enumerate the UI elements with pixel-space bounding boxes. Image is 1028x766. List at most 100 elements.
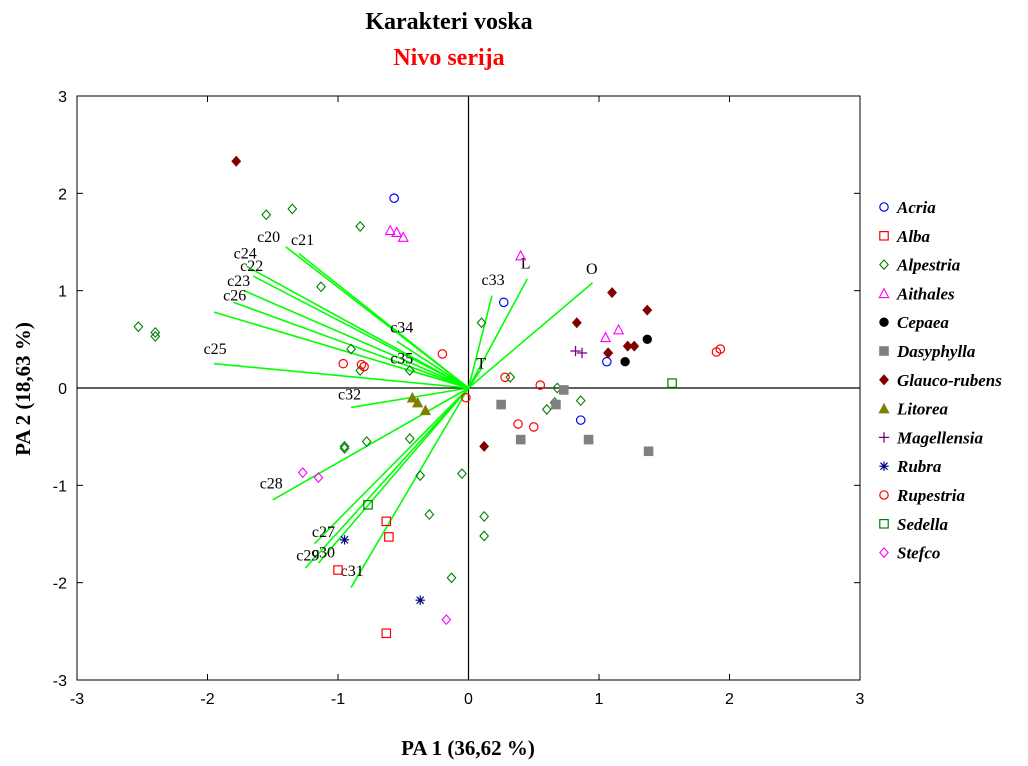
vector-label-c26: c26 — [223, 287, 246, 304]
data-points — [133, 155, 726, 639]
legend-label-cepaea: Cepaea — [897, 313, 949, 332]
vector-label-c24: c24 — [234, 246, 257, 263]
point-glauco-rubens — [571, 317, 582, 329]
vector-label-c33: c33 — [482, 272, 505, 289]
x-tick-label: -3 — [70, 691, 84, 708]
legend-label-acria: Acria — [896, 198, 936, 217]
y-tick-label: -3 — [53, 673, 67, 690]
loading-vectors — [213, 246, 593, 588]
legend-marker-glauco-rubens — [879, 374, 889, 386]
point-litorea — [406, 391, 418, 403]
legend-label-stefco: Stefco — [897, 544, 940, 563]
point-alpestria — [424, 509, 435, 521]
vector-label-c22: c22 — [240, 258, 263, 275]
point-alpestria — [404, 433, 415, 445]
legend-marker-sedella — [879, 518, 889, 529]
point-alpestria — [316, 281, 326, 293]
legend-marker-alba — [879, 231, 889, 241]
point-alpestria — [261, 209, 272, 221]
vector-label-c28: c28 — [260, 475, 283, 492]
legend: Acria Alba Alpestria Aithales Cepaea Dasyphyl… — [878, 198, 1002, 563]
vector-label-c34: c34 — [390, 320, 413, 337]
point-rupestria — [356, 359, 367, 370]
point-dasyphylla — [643, 446, 654, 457]
point-aithales — [515, 249, 527, 261]
point-alpestria — [479, 530, 490, 542]
legend-marker-litorea — [878, 402, 890, 414]
point-alpestria — [150, 326, 161, 339]
vector-c25 — [213, 362, 469, 389]
point-stefco — [313, 472, 324, 484]
point-alpestria — [361, 436, 372, 448]
x-tick-label: 0 — [464, 691, 473, 708]
legend-label-litorea: Litorea — [896, 400, 948, 419]
vector-label-c35: c35 — [390, 351, 413, 368]
vector-label-L: L — [521, 255, 531, 272]
legend-label-alpestria: Alpestria — [896, 256, 961, 275]
vector-c33 — [467, 295, 493, 389]
point-alpestria — [150, 330, 161, 342]
point-acria — [575, 415, 586, 425]
point-sedella — [363, 500, 373, 510]
point-stefco — [297, 467, 308, 479]
point-rupestria — [500, 372, 510, 383]
legend-label-sedella: Sedella — [897, 515, 948, 534]
vector-c29 — [304, 387, 470, 569]
legend-marker-cepaea — [879, 317, 889, 327]
vector-label-c20: c20 — [257, 229, 280, 246]
point-alpestria — [457, 468, 467, 480]
point-glauco-rubens — [642, 304, 653, 316]
point-rupestria — [437, 349, 448, 359]
point-alpestria — [479, 510, 490, 523]
legend-marker-aithales — [878, 287, 890, 299]
point-alpestria — [575, 395, 586, 407]
point-glauco-rubens — [622, 340, 633, 352]
point-rupestria — [513, 419, 523, 429]
point-alpestria — [446, 572, 457, 584]
x-tick-label: -1 — [331, 691, 345, 708]
legend-marker-rupestria — [879, 490, 889, 500]
point-magellensia — [576, 347, 588, 359]
point-rupestria — [535, 380, 546, 390]
vector-label-c21: c21 — [291, 232, 314, 249]
vector-c28 — [272, 387, 469, 501]
point-glauco-rubens — [607, 287, 617, 299]
point-alpestria — [541, 403, 552, 415]
y-tick-label: 0 — [58, 381, 67, 398]
legend-marker-dasyphylla — [879, 346, 889, 356]
legend-label-dasyphylla: Dasyphylla — [896, 342, 976, 361]
point-alpestria — [505, 371, 516, 383]
vector-label-c32: c32 — [338, 387, 361, 404]
vector-label-c30: c30 — [312, 544, 335, 561]
point-glauco-rubens — [479, 440, 490, 452]
x-tick-label: 1 — [595, 691, 604, 708]
point-alba — [333, 565, 343, 575]
point-alpestria — [339, 440, 350, 452]
vector-c35 — [403, 367, 469, 389]
point-aithales — [391, 226, 403, 238]
point-cepaea — [642, 334, 652, 345]
y-axis-title: PA 2 (18,63 %) — [11, 322, 35, 456]
vector-c21 — [298, 253, 469, 389]
legend-label-rupestria: Rupestria — [896, 486, 966, 505]
point-magellensia — [570, 345, 581, 357]
point-glauco-rubens — [629, 340, 640, 352]
point-aithales — [384, 224, 396, 236]
vector-label-c25: c25 — [204, 341, 227, 358]
vector-c30 — [317, 387, 470, 564]
vector-label-c29: c29 — [296, 547, 319, 564]
point-alba — [381, 628, 392, 639]
chart-title: Karakteri voska — [365, 9, 532, 35]
legend-marker-magellensia — [878, 432, 890, 443]
point-acria — [389, 193, 399, 203]
point-aithales — [599, 331, 612, 343]
vector-c24 — [246, 265, 469, 389]
vector-c31 — [350, 387, 470, 588]
legend-label-rubra: Rubra — [896, 457, 942, 476]
legend-label-alba: Alba — [896, 227, 931, 246]
point-alpestria — [415, 470, 426, 482]
point-stefco — [441, 614, 452, 626]
point-alpestria — [346, 343, 356, 355]
point-dasyphylla — [583, 434, 594, 445]
x-tick-label: 2 — [725, 691, 734, 708]
